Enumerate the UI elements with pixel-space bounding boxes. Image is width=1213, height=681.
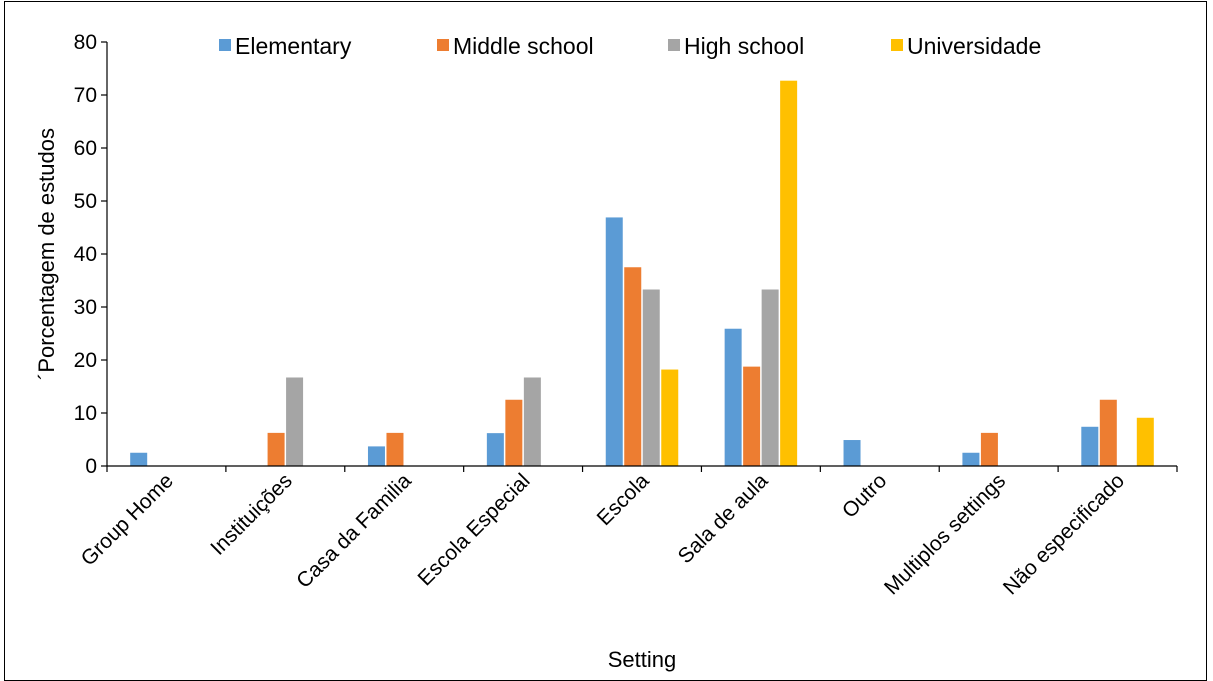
bar-middle-school [386, 432, 404, 466]
category-label: Escola Especial [414, 469, 535, 590]
bar-middle-school [980, 432, 998, 466]
y-tick-label: 70 [74, 84, 97, 107]
bar-elementary [962, 452, 980, 466]
bar-high-school [286, 377, 304, 466]
bar-elementary [367, 446, 385, 466]
bar-universidade [780, 80, 798, 466]
y-tick-label: 40 [74, 243, 97, 266]
y-tick-label: 50 [74, 190, 97, 213]
category-label: Group Home [77, 469, 178, 570]
x-tick-marks [106, 466, 1178, 472]
legend-swatch [219, 39, 231, 51]
bars-layer [130, 80, 1154, 466]
legend-swatch [668, 39, 680, 51]
category-label: Outro [838, 469, 891, 522]
bar-elementary [605, 217, 623, 466]
category-label: Instituições [206, 469, 297, 560]
bar-elementary [724, 328, 742, 466]
chart-frame [4, 1, 1207, 681]
y-tick-label: 0 [85, 455, 97, 478]
y-tick-label: 10 [74, 402, 97, 425]
bar-middle-school [624, 267, 642, 466]
bar-universidade [661, 369, 679, 466]
legend-swatch [437, 39, 449, 51]
bar-elementary [1081, 426, 1099, 466]
bar-middle-school [505, 399, 523, 466]
y-axis-title: ´Porcentagem de estudos [34, 128, 59, 380]
bar-high-school [523, 377, 541, 466]
x-axis-title: Setting [608, 647, 677, 672]
bar-elementary [486, 433, 504, 466]
category-label: Casa da Familia [292, 469, 416, 593]
bar-elementary [130, 452, 148, 466]
bar-universidade [1136, 417, 1154, 466]
legend-swatch [891, 39, 903, 51]
legend-label: Middle school [453, 33, 594, 59]
y-tick-labels: 0 10 20 30 40 50 60 70 80 [74, 31, 107, 478]
legend-label: Elementary [235, 33, 352, 59]
bar-middle-school [267, 432, 285, 466]
legend-label: High school [684, 33, 804, 59]
bar-high-school [761, 289, 779, 466]
category-label: Escola [593, 469, 654, 530]
bar-elementary [843, 440, 861, 466]
category-label: Sala de aula [674, 469, 773, 568]
y-tick-label: 20 [74, 349, 97, 372]
y-tick-label: 80 [74, 31, 97, 54]
legend-label: Universidade [907, 33, 1041, 59]
legend: Elementary Middle school High school Univer… [219, 33, 1041, 59]
bar-high-school [642, 289, 660, 466]
category-label: Multiplos settings [880, 469, 1010, 599]
y-tick-label: 60 [74, 137, 97, 160]
bar-middle-school [743, 366, 761, 466]
bar-middle-school [1099, 399, 1117, 466]
category-label: Não especificado [999, 469, 1129, 599]
y-tick-label: 30 [74, 296, 97, 319]
